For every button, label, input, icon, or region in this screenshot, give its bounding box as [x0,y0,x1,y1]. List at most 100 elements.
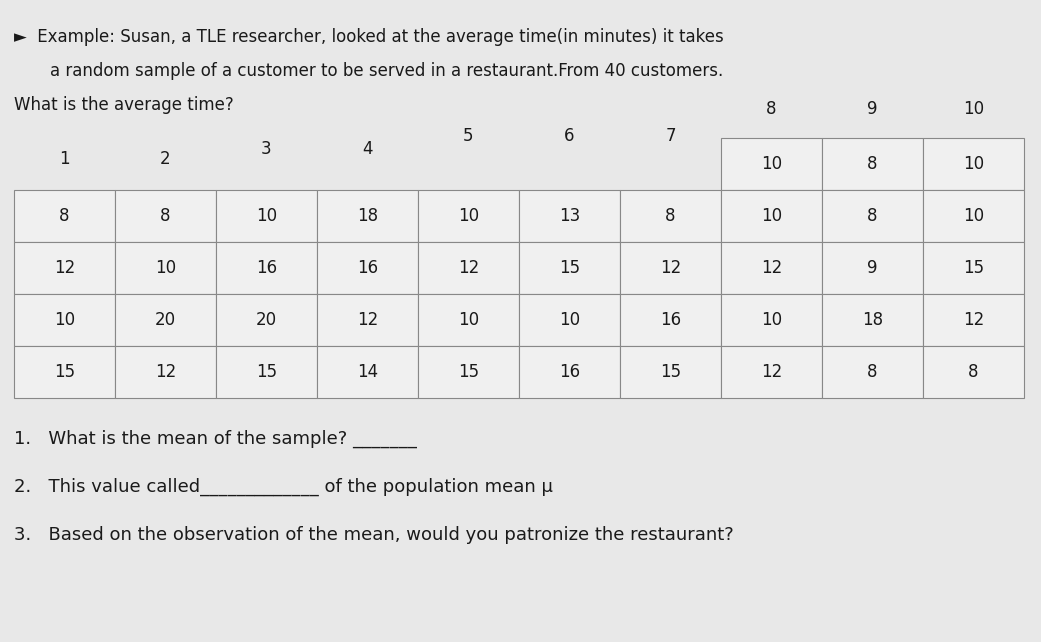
Text: 12: 12 [54,259,75,277]
Text: 1.   What is the mean of the sample? _______: 1. What is the mean of the sample? _____… [14,430,416,448]
Text: 2.   This value called_____________ of the population mean μ: 2. This value called_____________ of the… [14,478,553,496]
Text: 8: 8 [59,207,70,225]
Text: 15: 15 [256,363,277,381]
Text: 20: 20 [155,311,176,329]
Bar [14,294,115,346]
Bar [620,242,721,294]
Text: 3.   Based on the observation of the mean, would you patronize the restaurant?: 3. Based on the observation of the mean,… [14,526,734,544]
Bar [822,242,923,294]
Bar [923,242,1024,294]
Bar [822,294,923,346]
Text: 8: 8 [867,155,878,173]
Text: 16: 16 [256,259,277,277]
Bar [721,294,822,346]
Bar [215,346,318,398]
Text: 8: 8 [766,100,777,118]
Bar [721,138,822,190]
Bar [822,190,923,242]
Bar [923,346,1024,398]
Bar [822,346,923,398]
Bar [115,346,215,398]
Text: 12: 12 [357,311,378,329]
Text: 6: 6 [564,127,575,145]
Text: 15: 15 [54,363,75,381]
Text: 18: 18 [862,311,883,329]
Text: 8: 8 [968,363,979,381]
Text: 15: 15 [559,259,580,277]
Text: 12: 12 [155,363,176,381]
Text: 3: 3 [261,140,272,158]
Text: 15: 15 [963,259,984,277]
Text: 12: 12 [963,311,984,329]
Bar [721,242,822,294]
Text: ►  Example: Susan, a TLE researcher, looked at the average time(in minutes) it t: ► Example: Susan, a TLE researcher, look… [14,28,723,46]
Text: 15: 15 [660,363,681,381]
Text: 8: 8 [160,207,171,225]
Text: 10: 10 [963,155,984,173]
Bar [318,190,418,242]
Text: 12: 12 [761,363,782,381]
Bar [620,294,721,346]
Text: 16: 16 [357,259,378,277]
Text: 20: 20 [256,311,277,329]
Text: 16: 16 [660,311,681,329]
Text: 10: 10 [256,207,277,225]
Text: 12: 12 [761,259,782,277]
Bar [519,346,620,398]
Text: 1: 1 [59,150,70,168]
Bar [215,294,318,346]
Bar [418,346,519,398]
Bar [519,242,620,294]
Bar [215,242,318,294]
Bar [721,190,822,242]
Text: 10: 10 [458,311,479,329]
Text: 10: 10 [54,311,75,329]
Bar [418,242,519,294]
Text: 7: 7 [665,127,676,145]
Text: 12: 12 [458,259,479,277]
Bar [14,190,115,242]
Text: 15: 15 [458,363,479,381]
Text: 9: 9 [867,259,878,277]
Bar [115,190,215,242]
Text: 10: 10 [458,207,479,225]
Bar [14,242,115,294]
Bar [822,138,923,190]
Bar [721,346,822,398]
Text: 10: 10 [761,311,782,329]
Bar [418,294,519,346]
Bar [923,190,1024,242]
Text: 10: 10 [559,311,580,329]
Text: 2: 2 [160,150,171,168]
Bar [14,346,115,398]
Bar [318,242,418,294]
Text: 8: 8 [665,207,676,225]
Text: 10: 10 [761,155,782,173]
Text: 14: 14 [357,363,378,381]
Bar [923,294,1024,346]
Bar [318,294,418,346]
Bar [215,190,318,242]
Text: 10: 10 [963,207,984,225]
Text: a random sample of a customer to be served in a restaurant.From 40 customers.: a random sample of a customer to be serv… [50,62,723,80]
Bar [923,138,1024,190]
Text: 10: 10 [963,100,984,118]
Text: 5: 5 [463,127,474,145]
Text: 12: 12 [660,259,681,277]
Text: 18: 18 [357,207,378,225]
Bar [115,294,215,346]
Bar [318,346,418,398]
Text: 10: 10 [761,207,782,225]
Text: 9: 9 [867,100,878,118]
Bar [620,346,721,398]
Bar [115,242,215,294]
Text: 8: 8 [867,207,878,225]
Text: 16: 16 [559,363,580,381]
Bar [418,190,519,242]
Bar [620,190,721,242]
Text: What is the average time?: What is the average time? [14,96,234,114]
Bar [519,190,620,242]
Text: 4: 4 [362,140,373,158]
Bar [519,294,620,346]
Text: 13: 13 [559,207,580,225]
